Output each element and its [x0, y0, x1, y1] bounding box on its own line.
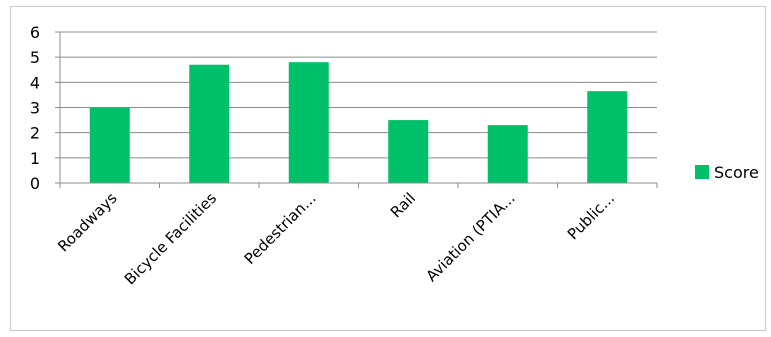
x-tick-label: Roadways — [54, 189, 120, 255]
y-tick-label: 0 — [30, 174, 40, 193]
legend-swatch — [695, 165, 709, 179]
bars — [89, 62, 628, 184]
x-tick-label: Rail — [387, 189, 419, 221]
bar-3 — [288, 62, 329, 184]
y-tick-label: 2 — [30, 124, 40, 143]
x-tick-label: Bicycle Facilities — [121, 189, 220, 288]
bar-4 — [388, 120, 429, 183]
legend: Score — [695, 163, 759, 182]
y-tick-label: 1 — [30, 149, 40, 168]
x-tick-label: Public... — [564, 189, 618, 243]
chart-frame — [10, 6, 766, 331]
axes — [55, 31, 658, 188]
legend-label: Score — [714, 163, 759, 182]
gridlines — [60, 31, 657, 159]
bar-6 — [587, 91, 628, 183]
bar-1 — [89, 107, 130, 183]
bar-5 — [487, 125, 528, 183]
bar-2 — [189, 64, 230, 183]
y-tick-label: 6 — [30, 23, 40, 42]
y-tick-label: 4 — [30, 73, 40, 92]
y-tick-label: 5 — [30, 48, 40, 67]
x-tick-label: Pedestrian... — [241, 189, 320, 268]
x-tick-labels: Roadways Bicycle Facilities Pedestrian... R… — [54, 189, 618, 288]
x-tick-label: Aviation (PTIA... — [422, 189, 518, 285]
y-tick-label: 3 — [30, 99, 40, 118]
y-tick-labels: 0 1 2 3 4 5 6 — [30, 23, 40, 193]
